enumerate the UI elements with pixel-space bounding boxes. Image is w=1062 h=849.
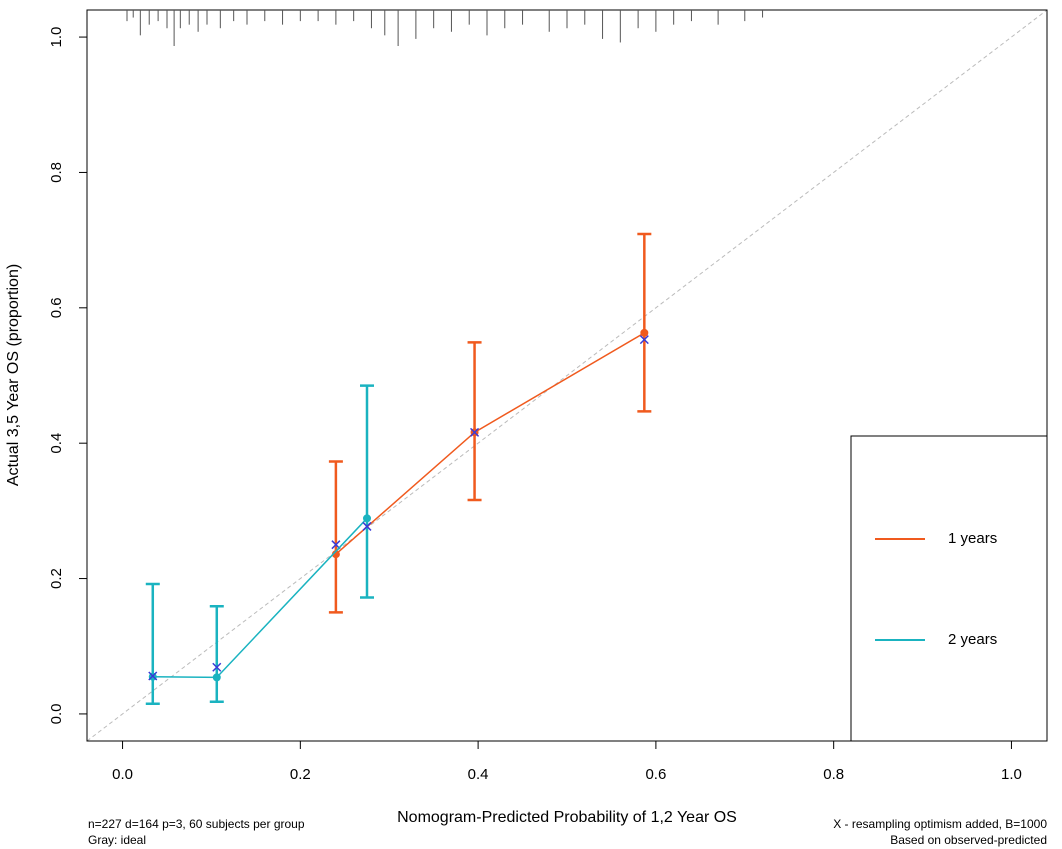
error-bar — [467, 341, 482, 502]
point — [212, 673, 221, 682]
note: X - resampling optimism added, B=1000 — [833, 817, 1047, 831]
y-axis-label: Actual 3,5 Year OS (proportion) — [5, 264, 22, 486]
error-bar — [209, 605, 224, 703]
corrected-point — [470, 427, 480, 437]
x-tick-label: 0.2 — [290, 766, 311, 783]
y-tick-label: 0.6 — [48, 297, 65, 318]
x-tick-label: 0.4 — [468, 766, 489, 783]
error-bar — [328, 460, 343, 614]
point — [363, 514, 371, 523]
x-tick-label: 0.6 — [645, 766, 666, 783]
calibration-line — [335, 332, 645, 555]
point — [331, 550, 340, 559]
error-bar — [145, 582, 160, 706]
x-tick-label: 1.0 — [1001, 766, 1022, 783]
y-tick-label: 1.0 — [48, 27, 65, 48]
corrected-point — [212, 662, 222, 672]
ideal-line — [86, 9, 1048, 742]
corrected-point — [639, 335, 649, 345]
error-bar — [360, 384, 374, 599]
corrected-point — [148, 671, 158, 681]
x-axis-label: Nomogram-Predicted Probability of 1,2 Ye… — [397, 809, 737, 826]
x-tick-label: 0.0 — [112, 766, 133, 783]
y-tick-label: 0.4 — [48, 433, 65, 454]
legend-label: 2 years — [948, 631, 997, 648]
note: Based on observed-predicted — [890, 833, 1047, 847]
note: n=227 d=164 p=3, 60 subjects per group — [88, 817, 305, 831]
error-bar — [637, 232, 652, 413]
point — [640, 328, 649, 337]
note: Gray: ideal — [88, 833, 146, 847]
legend-box — [850, 435, 1048, 742]
x-tick-label: 0.8 — [823, 766, 844, 783]
y-tick-label: 0.0 — [48, 703, 65, 724]
legend-label: 1 years — [948, 530, 997, 547]
corrected-point — [362, 521, 372, 531]
y-tick-label: 0.8 — [48, 162, 65, 183]
y-tick-label: 0.2 — [48, 568, 65, 589]
